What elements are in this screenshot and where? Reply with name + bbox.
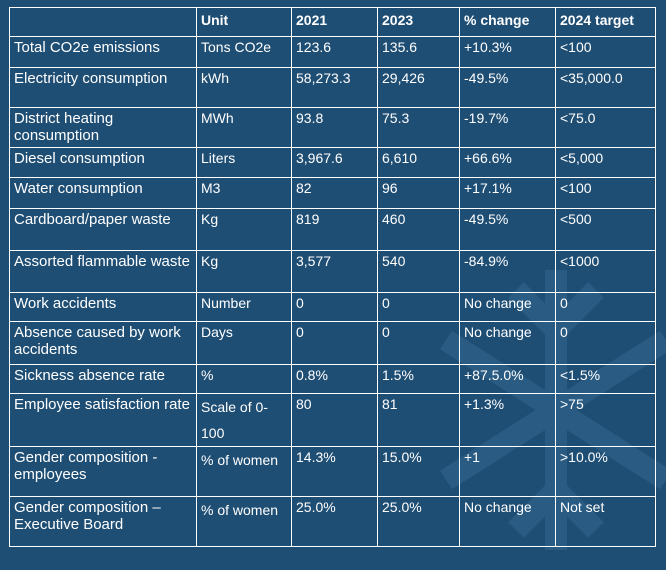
value-2023-cell: 540 [377, 250, 460, 293]
metric-cell: Gender composition – Executive Board [9, 496, 197, 547]
table-row: Diesel consumption Liters 3,967.6 6,610 … [9, 147, 656, 178]
unit-cell: Tons CO2e [196, 36, 292, 68]
sustainability-metrics-table: Unit 2021 2023 % change 2024 target Tota… [9, 7, 656, 547]
unit-cell: % [196, 364, 292, 394]
change-cell: No change [459, 292, 556, 322]
change-cell: -49.5% [459, 208, 556, 251]
target-cell: 0 [555, 292, 656, 322]
value-2023-cell: 81 [377, 393, 460, 447]
unit-cell: Scale of 0-100 [196, 393, 292, 447]
table-row: Sickness absence rate % 0.8% 1.5% +87.5.… [9, 364, 656, 394]
value-2021-cell: 14.3% [291, 446, 378, 497]
change-cell: -19.7% [459, 107, 556, 148]
value-2023-cell: 135.6 [377, 36, 460, 68]
metric-cell: Assorted flammable waste [9, 250, 197, 293]
value-2021-cell: 82 [291, 177, 378, 209]
value-2023-cell: 1.5% [377, 364, 460, 394]
value-2021-cell: 80 [291, 393, 378, 447]
metric-cell: Electricity consumption [9, 67, 197, 108]
unit-cell: kWh [196, 67, 292, 108]
value-2021-cell: 3,577 [291, 250, 378, 293]
unit-cell: M3 [196, 177, 292, 209]
change-cell: +10.3% [459, 36, 556, 68]
value-2021-cell: 819 [291, 208, 378, 251]
change-cell: +1 [459, 446, 556, 497]
target-cell: <35,000.0 [555, 67, 656, 108]
table-row: Work accidents Number 0 0 No change 0 [9, 292, 656, 322]
value-2023-cell: 460 [377, 208, 460, 251]
table-row: Absence caused by work accidents Days 0 … [9, 321, 656, 365]
target-cell: >10.0% [555, 446, 656, 497]
metric-cell: Employee satisfaction rate [9, 393, 197, 447]
value-2021-cell: 0.8% [291, 364, 378, 394]
table-row: Cardboard/paper waste Kg 819 460 -49.5% … [9, 208, 656, 251]
table-row: Employee satisfaction rate Scale of 0-10… [9, 393, 656, 447]
unit-cell: Number [196, 292, 292, 322]
unit-cell: Days [196, 321, 292, 365]
table-row: Water consumption M3 82 96 +17.1% <100 [9, 177, 656, 209]
value-2023-cell: 75.3 [377, 107, 460, 148]
header-metric [9, 7, 197, 37]
change-cell: +66.6% [459, 147, 556, 178]
target-cell: 0 [555, 321, 656, 365]
value-2023-cell: 15.0% [377, 446, 460, 497]
table-header-row: Unit 2021 2023 % change 2024 target [9, 7, 656, 37]
unit-cell: % of women [196, 446, 292, 497]
unit-cell: % of women [196, 496, 292, 547]
value-2023-cell: 0 [377, 292, 460, 322]
change-cell: No change [459, 321, 556, 365]
target-cell: <500 [555, 208, 656, 251]
target-cell: <5,000 [555, 147, 656, 178]
value-2021-cell: 0 [291, 321, 378, 365]
header-change: % change [459, 7, 556, 37]
metric-cell: Diesel consumption [9, 147, 197, 178]
target-cell: Not set [555, 496, 656, 547]
change-cell: +1.3% [459, 393, 556, 447]
target-cell: <100 [555, 177, 656, 209]
target-cell: >75 [555, 393, 656, 447]
value-2021-cell: 58,273.3 [291, 67, 378, 108]
metric-cell: Total CO2e emissions [9, 36, 197, 68]
value-2021-cell: 93.8 [291, 107, 378, 148]
value-2023-cell: 25.0% [377, 496, 460, 547]
change-cell: No change [459, 496, 556, 547]
header-2023: 2023 [377, 7, 460, 37]
table-row: Assorted flammable waste Kg 3,577 540 -8… [9, 250, 656, 293]
table-row: Gender composition – Executive Board % o… [9, 496, 656, 547]
value-2021-cell: 25.0% [291, 496, 378, 547]
change-cell: +17.1% [459, 177, 556, 209]
value-2023-cell: 0 [377, 321, 460, 365]
metric-cell: Sickness absence rate [9, 364, 197, 394]
metric-cell: Absence caused by work accidents [9, 321, 197, 365]
target-cell: <100 [555, 36, 656, 68]
value-2021-cell: 123.6 [291, 36, 378, 68]
table-row: District heating consumption MWh 93.8 75… [9, 107, 656, 148]
value-2023-cell: 6,610 [377, 147, 460, 178]
unit-cell: Kg [196, 208, 292, 251]
target-cell: <1000 [555, 250, 656, 293]
metric-cell: Water consumption [9, 177, 197, 209]
table-row: Electricity consumption kWh 58,273.3 29,… [9, 67, 656, 108]
change-cell: -84.9% [459, 250, 556, 293]
unit-cell: Kg [196, 250, 292, 293]
change-cell: +87.5.0% [459, 364, 556, 394]
metric-cell: Work accidents [9, 292, 197, 322]
metric-cell: District heating consumption [9, 107, 197, 148]
header-2021: 2021 [291, 7, 378, 37]
value-2023-cell: 29,426 [377, 67, 460, 108]
table-row: Gender composition - employees % of wome… [9, 446, 656, 497]
value-2021-cell: 0 [291, 292, 378, 322]
metric-cell: Gender composition - employees [9, 446, 197, 497]
metric-cell: Cardboard/paper waste [9, 208, 197, 251]
target-cell: <75.0 [555, 107, 656, 148]
header-unit: Unit [196, 7, 292, 37]
table-row: Total CO2e emissions Tons CO2e 123.6 135… [9, 36, 656, 68]
header-target: 2024 target [555, 7, 656, 37]
value-2023-cell: 96 [377, 177, 460, 209]
unit-cell: Liters [196, 147, 292, 178]
unit-cell: MWh [196, 107, 292, 148]
target-cell: <1.5% [555, 364, 656, 394]
change-cell: -49.5% [459, 67, 556, 108]
value-2021-cell: 3,967.6 [291, 147, 378, 178]
